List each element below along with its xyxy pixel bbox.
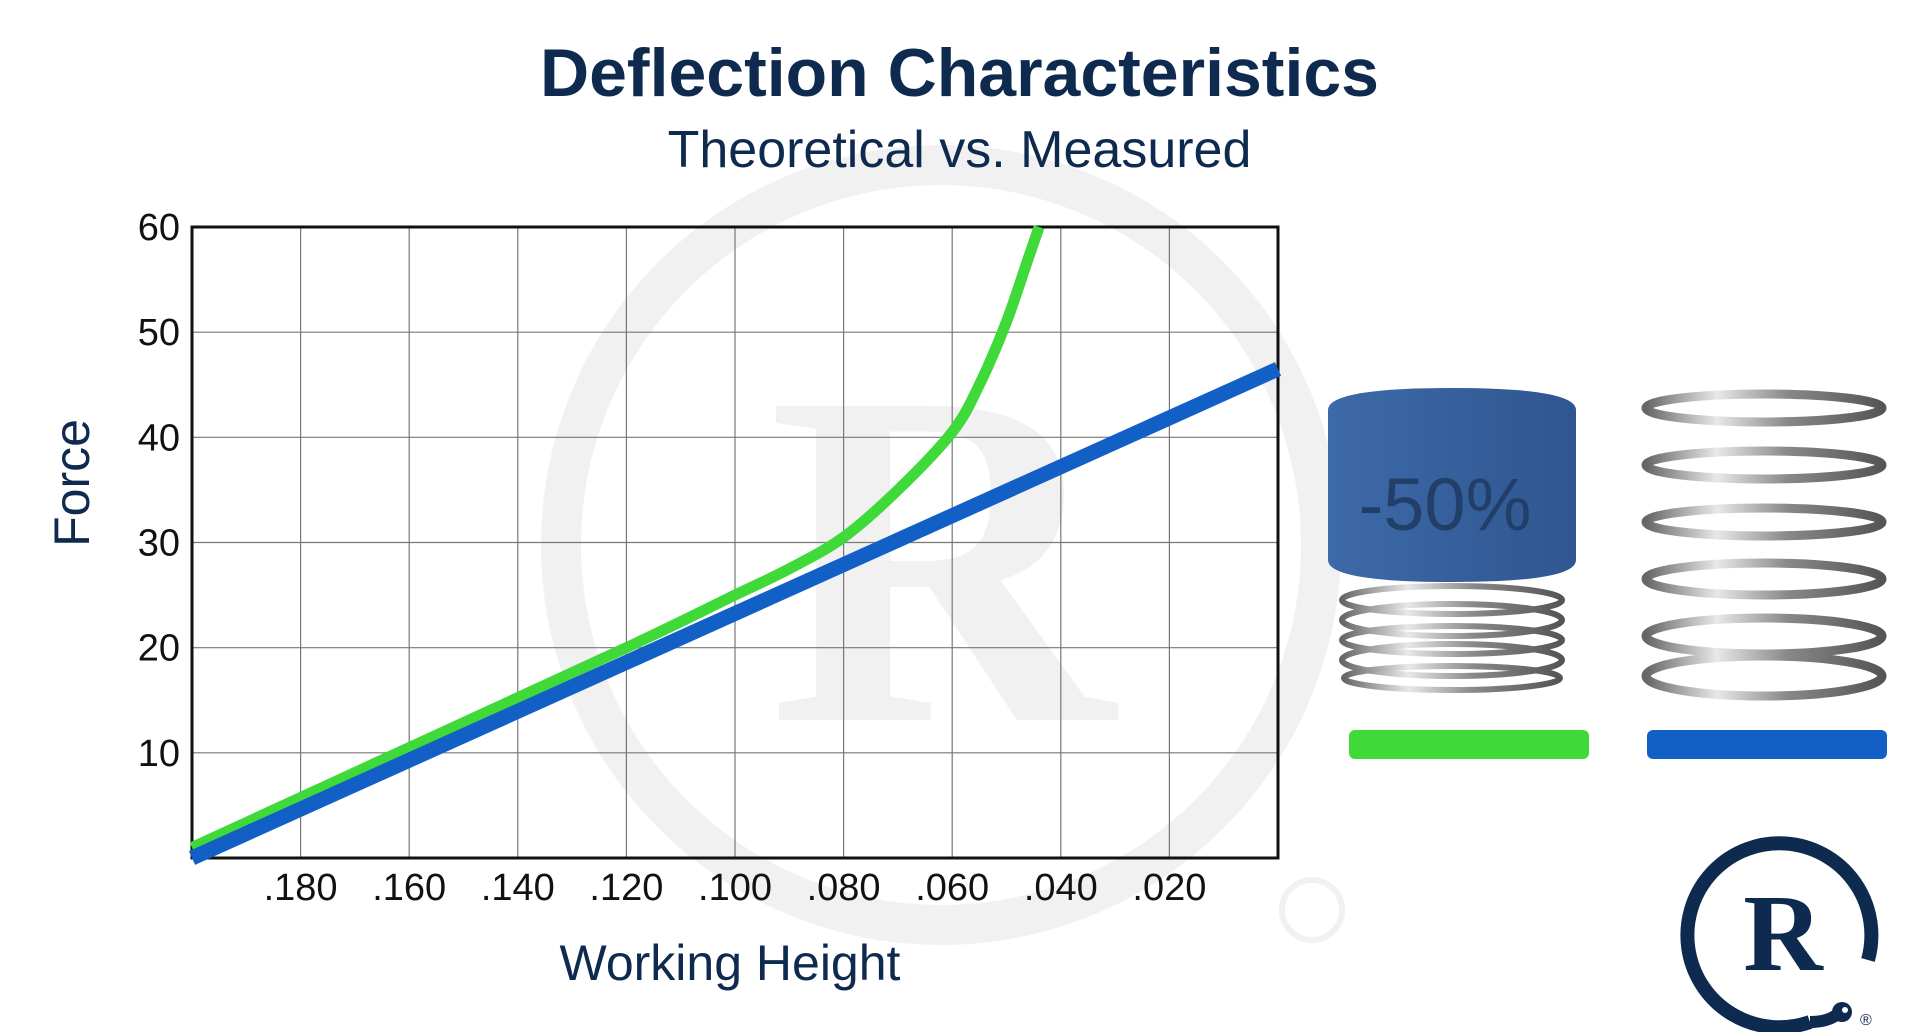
x-tick-label: .120	[589, 867, 663, 909]
x-axis-label: Working Height	[560, 935, 901, 991]
legend-swatch-measured	[1349, 730, 1589, 759]
series-line-measured	[189, 225, 1045, 853]
y-tick-label: 30	[138, 523, 180, 565]
x-tick-label: .160	[372, 867, 446, 909]
legend-swatch-theoretical	[1647, 730, 1887, 759]
plot-frame	[190, 225, 1280, 860]
series-line-theoretical	[188, 362, 1282, 865]
chart-title: Deflection Characteristics	[540, 35, 1379, 111]
cap-label: -50%	[1359, 463, 1532, 546]
y-axis-label: Force	[44, 419, 100, 547]
x-tick-label: .020	[1132, 867, 1206, 909]
y-tick-label: 10	[138, 733, 180, 775]
svg-text:R: R	[768, 292, 1121, 824]
x-tick-label: .080	[807, 867, 881, 909]
chart-subtitle: Theoretical vs. Measured	[667, 121, 1252, 179]
x-tick-label: .100	[698, 867, 772, 909]
x-tick-label: .060	[915, 867, 989, 909]
y-tick-label: 20	[138, 628, 180, 670]
y-tick-label: 60	[138, 207, 180, 249]
watermark-registered-icon: R	[541, 145, 1345, 945]
svg-text:®: ®	[1860, 1012, 1872, 1029]
y-tick-label: 50	[138, 312, 180, 354]
coil-spring-image	[1641, 389, 1887, 701]
x-tick-label: .040	[1024, 867, 1098, 909]
y-tick-label: 40	[138, 417, 180, 459]
company-logo: R ®	[1680, 836, 1879, 1032]
wave-spring-with-cap-image: -50%	[1328, 388, 1576, 693]
x-tick-label: .180	[264, 867, 338, 909]
chart-grid	[192, 227, 1278, 858]
svg-text:R: R	[1743, 872, 1824, 994]
x-tick-label: .140	[481, 867, 555, 909]
